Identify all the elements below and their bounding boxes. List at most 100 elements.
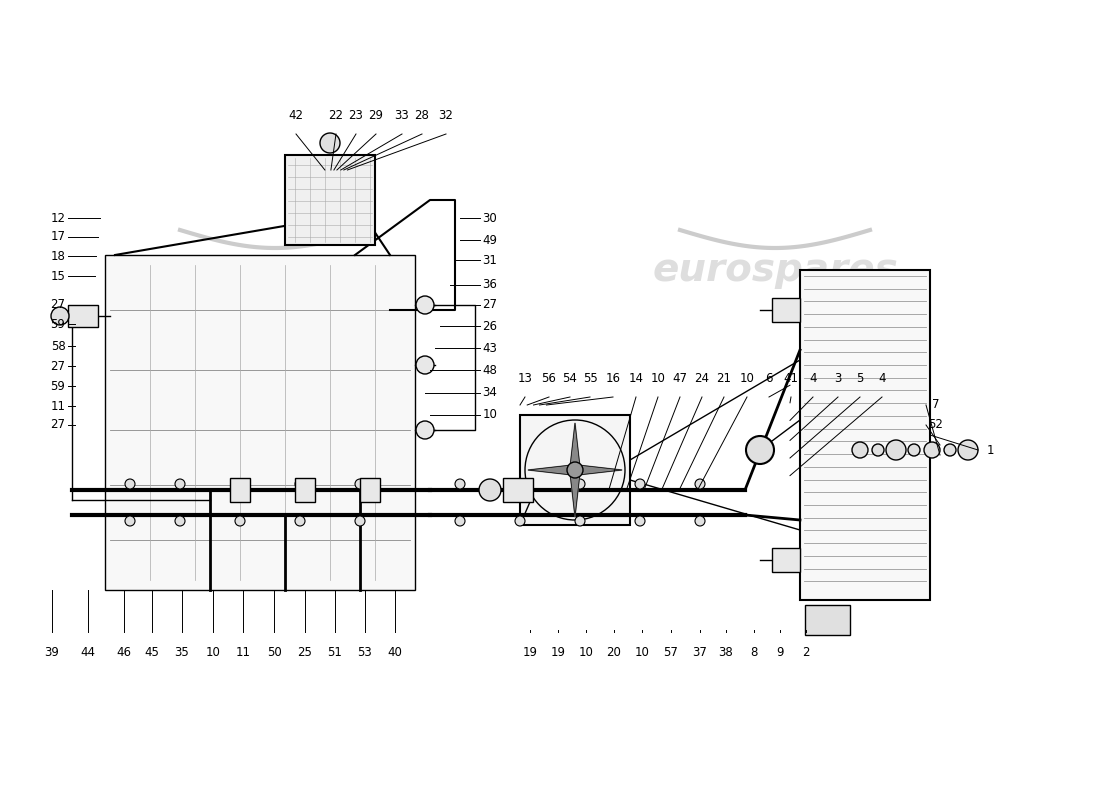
Circle shape (355, 516, 365, 526)
Text: 25: 25 (298, 646, 312, 659)
Text: 15: 15 (51, 270, 65, 282)
Circle shape (575, 479, 585, 489)
Text: 46: 46 (117, 646, 132, 659)
Text: eurospares: eurospares (152, 251, 398, 289)
Text: 11: 11 (235, 646, 251, 659)
Circle shape (125, 516, 135, 526)
Text: 43: 43 (483, 342, 497, 354)
Text: 4: 4 (878, 372, 886, 385)
Circle shape (235, 516, 245, 526)
Circle shape (852, 442, 868, 458)
Text: 58: 58 (51, 339, 65, 353)
Text: 34: 34 (483, 386, 497, 399)
Text: 1: 1 (987, 443, 993, 457)
Bar (503, 478, 534, 502)
Text: 4: 4 (810, 372, 816, 385)
Circle shape (416, 421, 434, 439)
Text: 56: 56 (541, 372, 557, 385)
Text: 39: 39 (45, 646, 59, 659)
Text: 53: 53 (358, 646, 373, 659)
Circle shape (515, 479, 525, 489)
Text: 52: 52 (928, 418, 944, 431)
Circle shape (695, 479, 705, 489)
Circle shape (320, 133, 340, 153)
Circle shape (478, 479, 500, 501)
Circle shape (886, 440, 906, 460)
Text: 21: 21 (716, 372, 732, 385)
Text: 47: 47 (672, 372, 688, 385)
Text: 31: 31 (483, 254, 497, 266)
Circle shape (924, 442, 940, 458)
Text: 48: 48 (483, 363, 497, 377)
Text: 30: 30 (483, 211, 497, 225)
Text: 35: 35 (175, 646, 189, 659)
Text: 26: 26 (483, 319, 497, 333)
Text: 5: 5 (856, 372, 864, 385)
Circle shape (295, 479, 305, 489)
Text: 38: 38 (718, 646, 734, 659)
Text: 32: 32 (439, 109, 453, 122)
Circle shape (455, 516, 465, 526)
Text: 59: 59 (51, 318, 65, 330)
Circle shape (455, 479, 465, 489)
Bar (230, 478, 250, 502)
Circle shape (235, 479, 245, 489)
Text: 6: 6 (766, 372, 772, 385)
Circle shape (51, 307, 69, 325)
Circle shape (416, 296, 434, 314)
Text: 22: 22 (329, 109, 343, 122)
Text: 40: 40 (387, 646, 403, 659)
Circle shape (355, 479, 365, 489)
Text: 13: 13 (518, 372, 532, 385)
Polygon shape (571, 423, 580, 463)
Text: 16: 16 (605, 372, 620, 385)
Bar (285, 155, 375, 245)
Bar (772, 548, 800, 572)
Text: 50: 50 (266, 646, 282, 659)
Circle shape (416, 356, 434, 374)
Text: 23: 23 (349, 109, 363, 122)
Text: 27: 27 (51, 298, 66, 311)
Text: 37: 37 (693, 646, 707, 659)
Polygon shape (582, 466, 621, 474)
Bar (772, 298, 800, 322)
Text: 42: 42 (288, 109, 304, 122)
Text: 12: 12 (51, 211, 66, 225)
Text: 9: 9 (777, 646, 783, 659)
Circle shape (125, 479, 135, 489)
Text: 3: 3 (834, 372, 842, 385)
Text: 24: 24 (694, 372, 710, 385)
Text: 19: 19 (550, 646, 565, 659)
Text: 10: 10 (650, 372, 666, 385)
Bar (295, 478, 315, 502)
Text: 20: 20 (606, 646, 621, 659)
Text: 11: 11 (51, 399, 66, 413)
Bar (805, 605, 850, 635)
Text: 51: 51 (328, 646, 342, 659)
Text: 27: 27 (51, 359, 66, 373)
Circle shape (635, 516, 645, 526)
Polygon shape (528, 466, 569, 474)
Circle shape (908, 444, 920, 456)
Bar (800, 270, 929, 600)
Circle shape (695, 516, 705, 526)
Circle shape (515, 516, 525, 526)
Bar (520, 415, 630, 525)
Text: 18: 18 (51, 250, 65, 262)
Text: 29: 29 (368, 109, 384, 122)
Circle shape (746, 436, 774, 464)
Text: 57: 57 (663, 646, 679, 659)
Text: 10: 10 (579, 646, 593, 659)
Text: 10: 10 (483, 409, 497, 422)
Text: 27: 27 (51, 418, 66, 431)
Circle shape (566, 462, 583, 478)
Text: 55: 55 (583, 372, 597, 385)
Bar (360, 478, 379, 502)
Circle shape (635, 479, 645, 489)
Circle shape (295, 516, 305, 526)
Bar (68, 305, 98, 327)
Text: 45: 45 (144, 646, 159, 659)
Text: 41: 41 (783, 372, 799, 385)
Circle shape (175, 516, 185, 526)
Text: eurospares: eurospares (652, 251, 898, 289)
